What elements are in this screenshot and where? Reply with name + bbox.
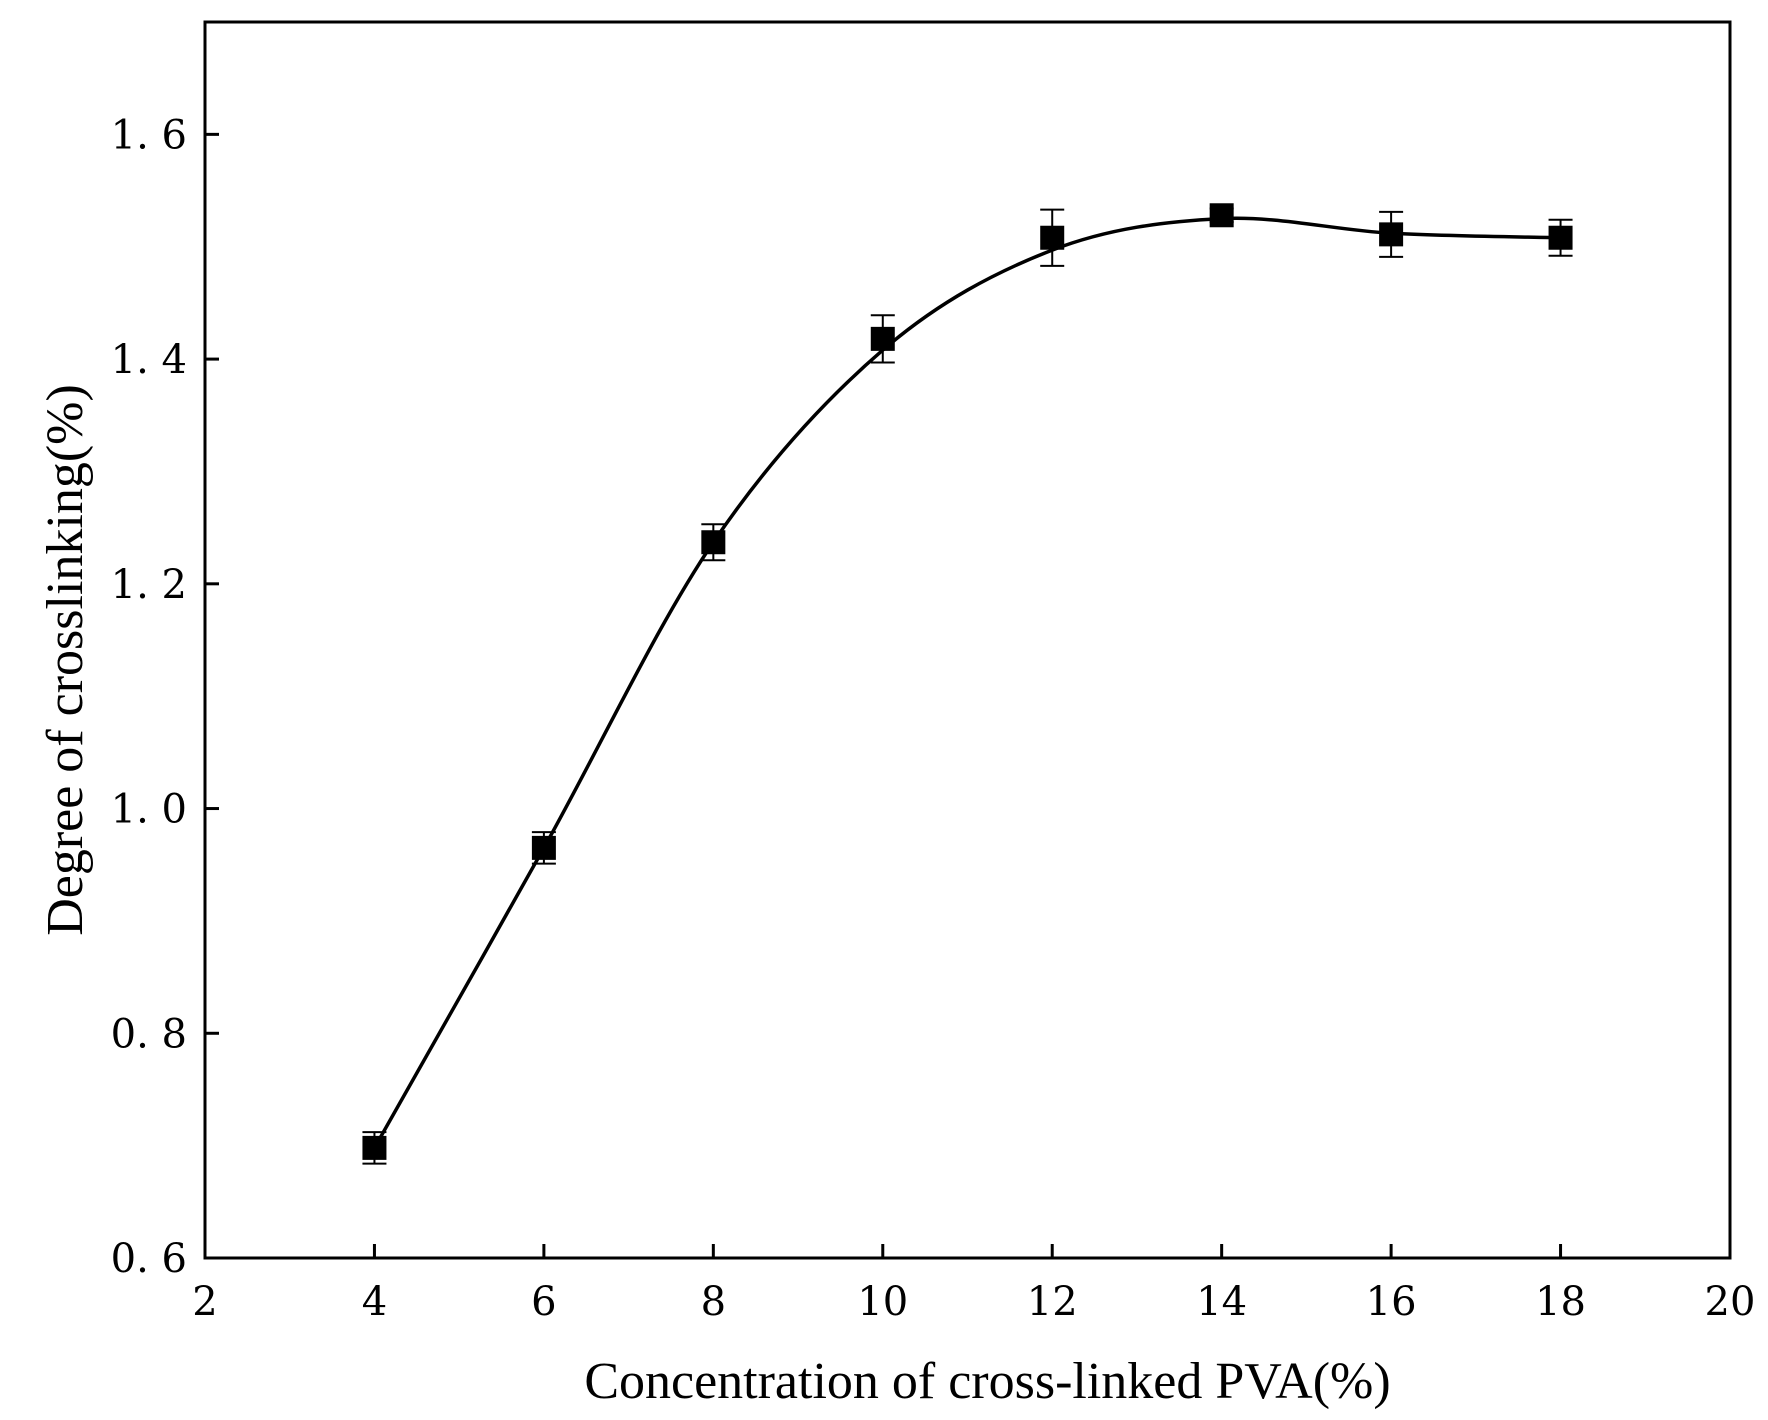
y-tick-label: 1. 4 bbox=[111, 337, 187, 383]
y-axis-title: Degree of crosslinking(%) bbox=[37, 384, 94, 936]
x-tick-label: 10 bbox=[857, 1279, 908, 1325]
data-point bbox=[870, 314, 895, 364]
plot-area-frame bbox=[203, 20, 1732, 1260]
x-tick-label: 16 bbox=[1366, 1279, 1417, 1325]
square-marker bbox=[1379, 222, 1404, 247]
data-point bbox=[701, 523, 726, 562]
y-tick-label: 1. 2 bbox=[111, 562, 187, 608]
square-marker bbox=[870, 326, 895, 351]
x-tick-label: 18 bbox=[1535, 1279, 1586, 1325]
data-point bbox=[1209, 203, 1234, 228]
x-tick-labels: 2 4 6 8 10 12 14 16 18 20 bbox=[192, 1279, 1755, 1325]
data-points-layer bbox=[362, 203, 1573, 1165]
x-tick-label: 8 bbox=[701, 1279, 726, 1325]
square-marker bbox=[1040, 225, 1065, 250]
square-marker bbox=[1209, 203, 1234, 228]
y-tick-labels: 0. 6 0. 8 1. 0 1. 2 1. 4 1. 6 bbox=[111, 112, 187, 1282]
x-tick-label: 4 bbox=[362, 1279, 387, 1325]
square-marker bbox=[701, 530, 726, 555]
data-point bbox=[1040, 208, 1065, 267]
y-tick-label: 1. 0 bbox=[111, 787, 187, 833]
data-point bbox=[1379, 210, 1404, 258]
data-point bbox=[1548, 218, 1573, 257]
x-tick-label: 12 bbox=[1027, 1279, 1078, 1325]
square-marker bbox=[362, 1135, 387, 1160]
x-tick-label: 14 bbox=[1196, 1279, 1247, 1325]
y-tick-label: 0. 8 bbox=[111, 1011, 187, 1057]
y-tick-label: 0. 6 bbox=[111, 1236, 187, 1282]
square-marker bbox=[1548, 225, 1573, 250]
square-marker bbox=[531, 835, 556, 860]
x-tick-label: 6 bbox=[531, 1279, 556, 1325]
x-tick-label: 20 bbox=[1705, 1279, 1756, 1325]
x-axis-title: Concentration of cross-linked PVA(%) bbox=[584, 1353, 1390, 1410]
x-tick-label: 2 bbox=[192, 1279, 217, 1325]
data-point bbox=[362, 1131, 387, 1165]
y-tick-label: 1. 6 bbox=[111, 112, 187, 158]
data-point bbox=[531, 831, 556, 865]
